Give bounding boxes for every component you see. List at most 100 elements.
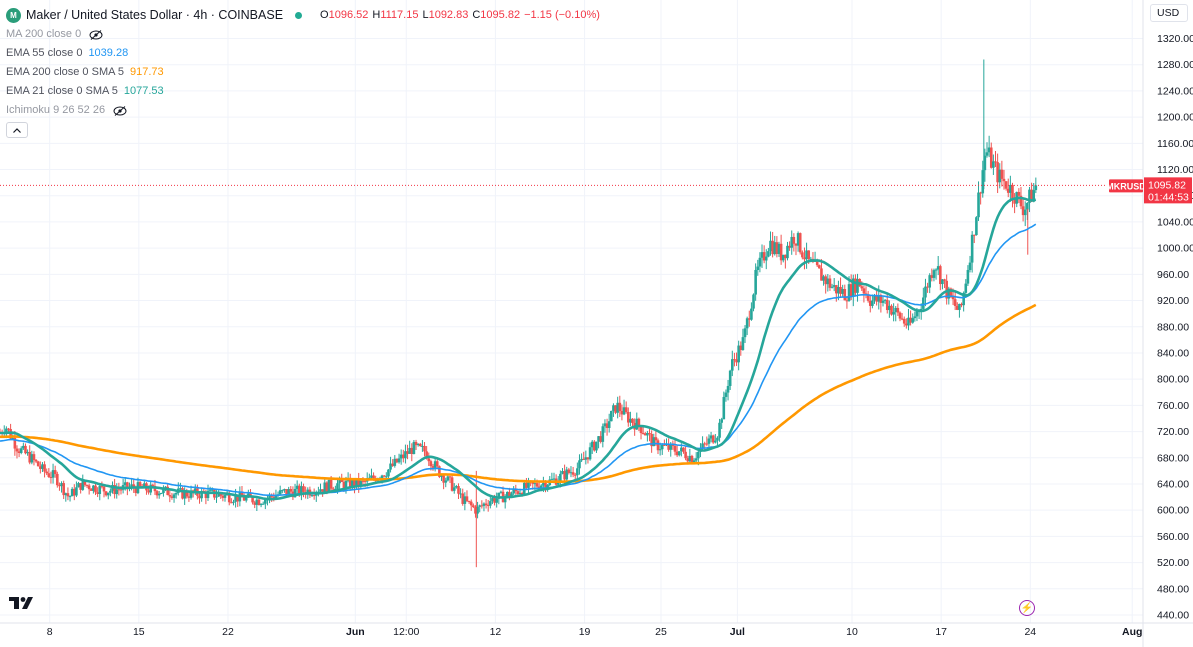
candle-body <box>968 262 972 270</box>
candle-body <box>155 491 159 496</box>
market-status-icon[interactable] <box>295 12 303 19</box>
eye-crossed-icon[interactable] <box>89 29 103 40</box>
candle-body <box>629 418 632 423</box>
candle-body <box>926 286 929 288</box>
candle-body <box>868 300 872 306</box>
candle-body <box>824 276 827 285</box>
indicator-ichimoku[interactable]: Ichimoku 9 26 52 26 <box>6 101 600 120</box>
candle-body <box>707 438 711 444</box>
candle-body <box>83 480 87 485</box>
candle-body <box>174 492 178 495</box>
candle-body <box>455 486 458 488</box>
candle-body <box>656 440 660 451</box>
candle-body <box>119 489 123 491</box>
candle-body <box>975 217 978 236</box>
candle-body <box>223 495 227 498</box>
price-tick-label: 800.00 <box>1157 374 1189 386</box>
indicator-ma200[interactable]: MA 200 close 0 <box>6 25 600 44</box>
indicator-ema55[interactable]: EMA 55 close 0 1039.28 <box>6 44 600 63</box>
candle-body <box>459 493 462 495</box>
candle-body <box>580 458 583 461</box>
candle-body <box>605 423 609 428</box>
candle-body <box>616 402 619 413</box>
candle-body <box>718 422 721 438</box>
candle-body <box>769 240 772 252</box>
candle-body <box>909 317 912 323</box>
candle-body <box>60 483 63 487</box>
currency-selector[interactable]: USD <box>1150 4 1188 22</box>
indicator-ema200[interactable]: EMA 200 close 0 SMA 5 917.73 <box>6 63 600 82</box>
symbol-title[interactable]: Maker / United States Dollar · 4h · COIN… <box>26 8 284 22</box>
candle-body <box>631 418 634 423</box>
candle-body <box>1023 209 1027 216</box>
candle-body <box>798 233 802 253</box>
candle-body <box>236 495 240 502</box>
candle-body <box>452 487 456 491</box>
candle-body <box>601 426 605 442</box>
candle-body <box>743 328 747 338</box>
candle-body <box>516 491 520 495</box>
candle-body <box>533 483 537 485</box>
candle-body <box>1017 192 1021 196</box>
candle-body <box>7 428 10 430</box>
candle-body <box>189 490 193 498</box>
candle-body <box>310 495 314 497</box>
candle-body <box>361 480 365 482</box>
price-tick-label: 1040.00 <box>1157 216 1193 228</box>
candle-body <box>380 475 384 479</box>
candle-body <box>953 299 957 306</box>
indicator-name: MA 200 close 0 <box>6 28 82 40</box>
candle-body <box>425 451 428 459</box>
collapse-legend-button[interactable] <box>6 122 28 138</box>
candle-body <box>697 451 700 459</box>
candle-body <box>410 447 414 455</box>
candle-body <box>682 447 685 452</box>
candle-body <box>569 472 573 474</box>
tradingview-logo-icon[interactable] <box>8 596 34 615</box>
candle-body <box>614 405 617 413</box>
candle-body <box>64 493 68 496</box>
candle-body <box>839 286 842 294</box>
candle-body <box>943 279 946 281</box>
candle-body <box>607 421 611 428</box>
indicator-ema21[interactable]: EMA 21 close 0 SMA 5 1077.53 <box>6 82 600 101</box>
candle-body <box>312 495 316 497</box>
candle-body <box>240 492 244 498</box>
lightning-icon[interactable]: ⚡ <box>1019 600 1035 616</box>
candle-body <box>818 265 821 269</box>
candle-body <box>389 463 392 470</box>
candle-body <box>89 489 93 491</box>
candle-body <box>408 447 411 454</box>
candle-body <box>883 299 887 301</box>
candle-body <box>484 503 488 506</box>
candle-body <box>822 276 825 281</box>
candle-body <box>232 501 235 503</box>
candle-body <box>809 258 813 260</box>
price-tick-label: 440.00 <box>1157 610 1189 622</box>
candle-body <box>117 489 121 491</box>
candle-body <box>418 443 422 446</box>
candle-body <box>680 447 683 452</box>
candle-body <box>221 495 225 498</box>
candle-body <box>972 234 976 236</box>
candle-body <box>446 476 450 481</box>
candle-body <box>109 490 112 493</box>
candle-body <box>234 495 237 502</box>
candle-body <box>1013 198 1016 204</box>
candle-body <box>877 295 881 302</box>
candle-body <box>750 308 753 320</box>
candle-body <box>542 482 545 486</box>
candle-body <box>1021 206 1025 216</box>
candle-body <box>476 506 479 514</box>
chevron-up-icon <box>13 127 21 133</box>
candle-body <box>338 478 341 484</box>
eye-crossed-icon[interactable] <box>113 105 127 116</box>
candle-body <box>43 464 46 472</box>
candle-body <box>843 289 847 301</box>
candle-body <box>559 473 562 481</box>
candle-body <box>658 449 662 451</box>
candle-body <box>24 445 27 454</box>
candle-body <box>841 289 844 294</box>
candle-body <box>620 410 624 415</box>
